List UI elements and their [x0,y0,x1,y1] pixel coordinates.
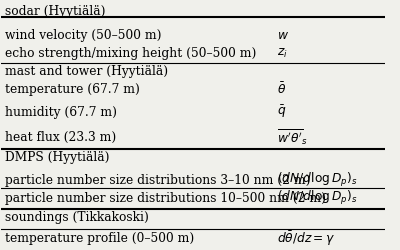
Text: $(dN/d\log D_p)_s$: $(dN/d\log D_p)_s$ [277,189,358,206]
Text: $w$: $w$ [277,28,289,42]
Text: sodar (Hyytiälä): sodar (Hyytiälä) [5,6,106,18]
Text: DMPS (Hyytiälä): DMPS (Hyytiälä) [5,150,110,163]
Text: $\overline{w'\theta'}_s$: $\overline{w'\theta'}_s$ [277,127,308,147]
Text: soundings (Tikkakoski): soundings (Tikkakoski) [5,210,149,224]
Text: temperature profile (0–500 m): temperature profile (0–500 m) [5,231,194,244]
Text: $\bar{\theta}$: $\bar{\theta}$ [277,82,286,97]
Text: $d\bar{\theta}/dz{=}\gamma$: $d\bar{\theta}/dz{=}\gamma$ [277,228,336,246]
Text: temperature (67.7 m): temperature (67.7 m) [5,83,140,96]
Text: humidity (67.7 m): humidity (67.7 m) [5,105,117,118]
Text: particle number size distributions 3–10 nm (2 m): particle number size distributions 3–10 … [5,173,311,186]
Text: $\bar{q}$: $\bar{q}$ [277,103,286,120]
Text: wind velocity (50–500 m): wind velocity (50–500 m) [5,28,162,42]
Text: $(dN/d\log D_p)_s$: $(dN/d\log D_p)_s$ [277,171,358,189]
Text: heat flux (23.3 m): heat flux (23.3 m) [5,130,116,143]
Text: particle number size distributions 10–500 nm (2 m): particle number size distributions 10–50… [5,191,326,204]
Text: mast and tower (Hyytiälä): mast and tower (Hyytiälä) [5,64,168,77]
Text: echo strength/mixing height (50–500 m): echo strength/mixing height (50–500 m) [5,46,257,60]
Text: $z_i$: $z_i$ [277,46,288,60]
